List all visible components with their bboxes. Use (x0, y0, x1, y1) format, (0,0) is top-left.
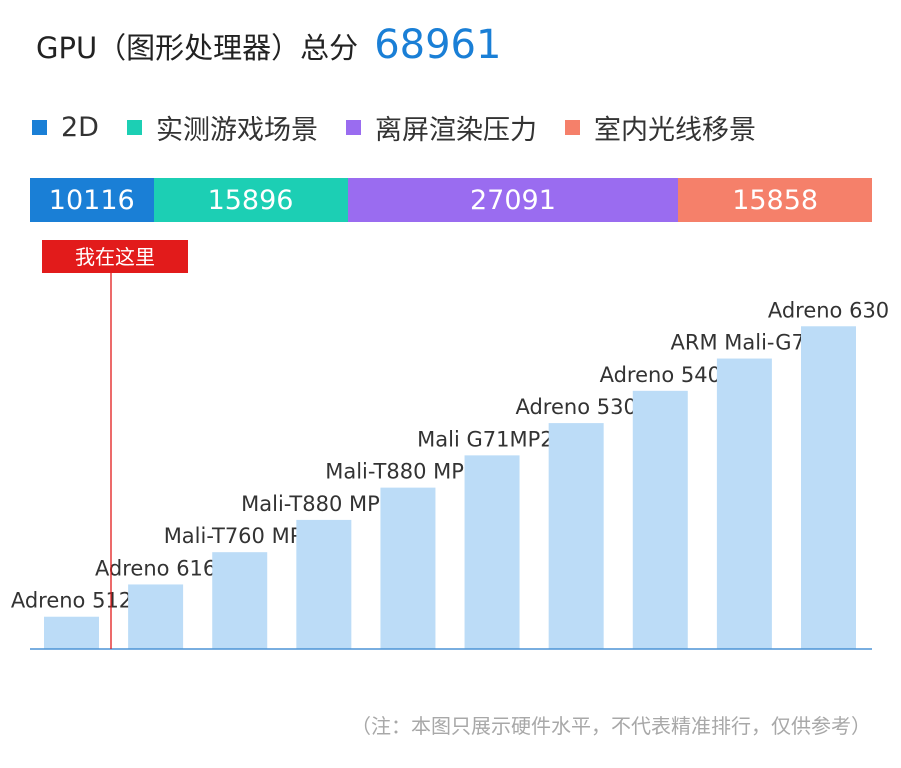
bar-label: Mali-T760 MP8 (164, 524, 316, 548)
bar (296, 519, 352, 649)
marker-label: 我在这里 (75, 245, 155, 269)
bar (548, 423, 604, 649)
score-segment-value: 15858 (732, 184, 819, 216)
footnote: （注：本图只展示硬件水平，不代表精准排行，仅供参考） (351, 714, 871, 738)
score-segment-value: 27091 (470, 184, 556, 216)
chart-title: GPU（图形处理器）总分 68961 (36, 22, 501, 68)
legend-label: 实测游戏场景 (155, 115, 318, 146)
bar-label: Adreno 530 (515, 395, 636, 419)
score-segment: 15858 (678, 178, 872, 222)
title-label: GPU（图形处理器）总分 (36, 31, 359, 65)
gpu-ranking-chart: Adreno 512 Adreno 616 Mali-T760 MP8 Mali-T8… (11, 240, 889, 650)
legend-swatch (32, 120, 47, 135)
bar (801, 326, 856, 649)
legend-item-offscreen: 离屏渲染压力 (345, 108, 537, 147)
score-segment-value: 15896 (207, 184, 294, 216)
bar (464, 455, 520, 649)
bar (128, 584, 184, 649)
bar-label: Mali-T880 MP10 (241, 492, 406, 516)
score-segment-value: 10116 (48, 184, 135, 216)
bar-label: ARM Mali-G72 (671, 331, 819, 355)
bar-label: Adreno 540 (600, 363, 721, 387)
bar (212, 552, 268, 649)
legend: 2D 实测游戏场景 离屏渲染压力 室内光线移景 (32, 108, 756, 147)
bar (716, 358, 772, 649)
bar (44, 616, 99, 649)
bar-label: Mali-T880 MP12 (325, 460, 490, 484)
legend-swatch (564, 120, 580, 135)
legend-label: 离屏渲染压力 (374, 115, 537, 146)
score-segment: 15896 (153, 178, 348, 222)
legend-item-indoor-light: 室内光线移景 (564, 108, 756, 147)
bar-label: Mali G71MP20 (417, 427, 567, 451)
bar (380, 487, 436, 649)
legend-swatch (345, 120, 361, 135)
legend-label: 2D (61, 112, 99, 143)
legend-item-2d: 2D (32, 112, 99, 143)
total-score: 68961 (374, 22, 502, 68)
score-segment: 10116 (30, 178, 154, 222)
legend-item-game-scene: 实测游戏场景 (126, 108, 318, 147)
bar-label: Adreno 630 (768, 298, 889, 322)
marker-box (42, 240, 188, 273)
bar (632, 390, 688, 649)
legend-label: 室内光线移景 (593, 115, 756, 146)
bar-label: Adreno 512 (11, 589, 132, 613)
legend-swatch (126, 120, 142, 135)
score-segment: 27091 (347, 178, 679, 222)
bar-label: Adreno 616 (95, 556, 216, 580)
score-breakdown-bar: 10116 15896 27091 15858 (30, 178, 872, 222)
